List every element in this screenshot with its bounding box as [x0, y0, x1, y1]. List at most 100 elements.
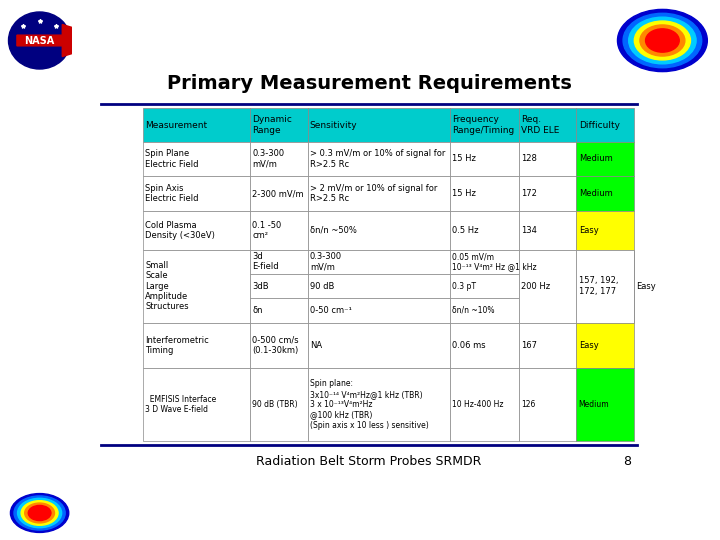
Text: 0-50 cm⁻¹: 0-50 cm⁻¹	[310, 306, 351, 315]
Text: NASA: NASA	[24, 36, 55, 45]
Circle shape	[24, 503, 55, 523]
Bar	[519, 249, 577, 323]
Text: EMFISIS Interface
3 D Wave E-field: EMFISIS Interface 3 D Wave E-field	[145, 395, 217, 414]
Text: Primary Measurement Requirements: Primary Measurement Requirements	[166, 74, 572, 93]
Text: NA: NA	[310, 341, 322, 350]
Text: Difficulty: Difficulty	[579, 120, 620, 130]
Bar	[450, 141, 519, 177]
Text: Medium: Medium	[579, 400, 609, 409]
Text: Easy: Easy	[636, 281, 656, 291]
Circle shape	[634, 21, 690, 60]
Bar	[143, 249, 250, 323]
Text: Spin plane:
3x10⁻¹⁴ V⁴m²Hz@1 kHz (TBR)
3 x 10⁻¹³V⁴m²Hz
@100 kHz (TBR)
(Spin axis: Spin plane: 3x10⁻¹⁴ V⁴m²Hz@1 kHz (TBR) 3…	[310, 379, 428, 430]
Bar	[519, 141, 577, 177]
Bar	[143, 141, 250, 177]
Text: Spin Axis
Electric Field: Spin Axis Electric Field	[145, 184, 199, 204]
Text: Cold Plasma
Density (<30eV): Cold Plasma Density (<30eV)	[145, 221, 215, 240]
Bar	[450, 109, 519, 141]
Bar	[450, 298, 519, 323]
Bar	[250, 249, 307, 274]
Bar	[307, 211, 450, 249]
Bar	[577, 109, 634, 141]
Bar	[307, 109, 450, 141]
Bar	[250, 211, 307, 249]
Bar	[250, 323, 307, 368]
Bar	[307, 323, 450, 368]
Circle shape	[11, 494, 69, 532]
Bar	[143, 368, 250, 441]
Bar	[519, 109, 577, 141]
Bar	[307, 141, 450, 177]
Text: 0.3-300
mV/m: 0.3-300 mV/m	[252, 149, 284, 168]
Text: 90 dB: 90 dB	[310, 281, 334, 291]
Circle shape	[9, 12, 71, 69]
Text: Req.
VRD ELE: Req. VRD ELE	[521, 116, 559, 134]
Bar	[143, 177, 250, 211]
Circle shape	[646, 29, 679, 52]
Text: 128: 128	[521, 154, 537, 164]
Text: δn/n ~50%: δn/n ~50%	[310, 226, 356, 235]
Text: 0.06 ms: 0.06 ms	[452, 341, 486, 350]
Bar	[450, 323, 519, 368]
Text: 126: 126	[521, 400, 536, 409]
Text: 15 Hz: 15 Hz	[452, 154, 477, 164]
Text: > 2 mV/m or 10% of signal for
R>2.5 Rc: > 2 mV/m or 10% of signal for R>2.5 Rc	[310, 184, 437, 204]
Bar	[519, 177, 577, 211]
Text: 2-300 mV/m: 2-300 mV/m	[252, 190, 304, 198]
Circle shape	[17, 498, 62, 528]
Bar	[307, 298, 450, 323]
Text: 8: 8	[624, 455, 631, 468]
Bar	[250, 177, 307, 211]
Bar	[450, 211, 519, 249]
Bar	[250, 141, 307, 177]
Bar	[143, 109, 250, 141]
Bar	[519, 368, 577, 441]
Circle shape	[640, 25, 685, 56]
Text: Medium: Medium	[579, 190, 613, 198]
Text: Easy: Easy	[579, 226, 598, 235]
Bar	[577, 323, 634, 368]
Text: 10 Hz-400 Hz: 10 Hz-400 Hz	[452, 400, 504, 409]
Bar	[450, 274, 519, 298]
Text: 0.1 -50
cm²: 0.1 -50 cm²	[252, 221, 282, 240]
Text: δn/n ~10%: δn/n ~10%	[452, 306, 495, 315]
Bar	[307, 249, 450, 274]
Bar	[250, 368, 307, 441]
Text: Frequency
Range/Timing: Frequency Range/Timing	[452, 116, 515, 134]
Bar	[250, 274, 307, 298]
Bar	[450, 368, 519, 441]
Text: Radiation Belt Storm Probes SRMDR: Radiation Belt Storm Probes SRMDR	[256, 455, 482, 468]
Bar	[577, 177, 634, 211]
Circle shape	[629, 17, 696, 64]
Text: δn: δn	[252, 306, 263, 315]
FancyArrow shape	[17, 24, 114, 57]
Text: 167: 167	[521, 341, 537, 350]
Circle shape	[618, 9, 707, 72]
Text: 134: 134	[521, 226, 537, 235]
Text: 172: 172	[521, 190, 537, 198]
Bar	[577, 249, 634, 323]
Text: Small
Scale
Large
Amplitude
Structures: Small Scale Large Amplitude Structures	[145, 261, 189, 312]
Text: 0.3 pT: 0.3 pT	[452, 281, 477, 291]
Bar	[307, 177, 450, 211]
Bar	[307, 368, 450, 441]
Bar	[519, 323, 577, 368]
Text: 0-500 cm/s
(0.1-30km): 0-500 cm/s (0.1-30km)	[252, 336, 299, 355]
Text: Medium: Medium	[579, 154, 613, 164]
Bar	[307, 274, 450, 298]
Bar	[450, 177, 519, 211]
Text: Interferometric
Timing: Interferometric Timing	[145, 336, 209, 355]
Text: 90 dB (TBR): 90 dB (TBR)	[252, 400, 298, 409]
Text: 200 Hz: 200 Hz	[521, 281, 550, 291]
Bar	[577, 211, 634, 249]
Text: 15 Hz: 15 Hz	[452, 190, 477, 198]
Text: Dynamic
Range: Dynamic Range	[252, 116, 292, 134]
Text: Spin Plane
Electric Field: Spin Plane Electric Field	[145, 149, 199, 168]
Bar	[250, 298, 307, 323]
Text: 0.5 Hz: 0.5 Hz	[452, 226, 479, 235]
Bar	[577, 368, 634, 441]
Bar	[577, 141, 634, 177]
Circle shape	[14, 496, 66, 530]
Text: Measurement: Measurement	[145, 120, 207, 130]
Bar	[143, 211, 250, 249]
